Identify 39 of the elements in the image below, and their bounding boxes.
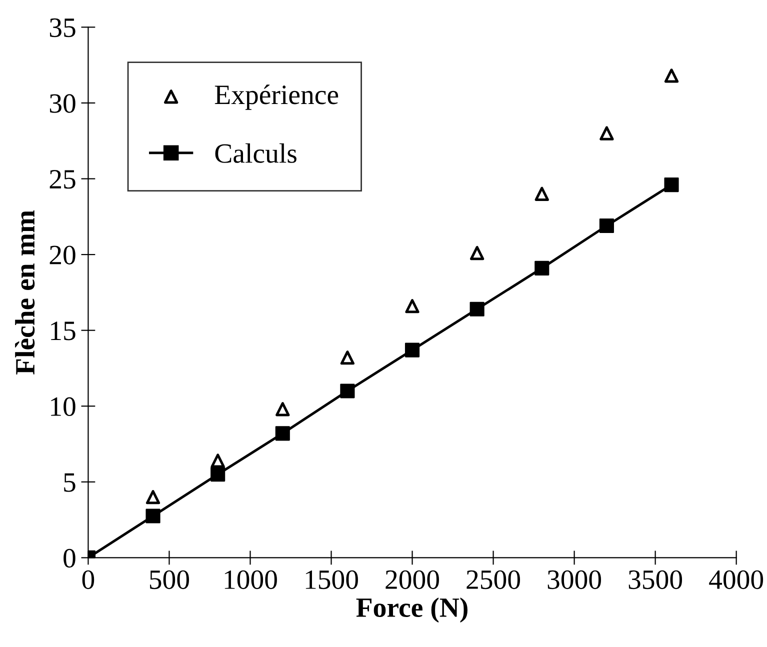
y-tick-label: 35 xyxy=(50,18,76,38)
x-tick-label: 2000 xyxy=(386,570,439,590)
y-tick-label: 15 xyxy=(51,322,76,340)
x-tick-label: 0 xyxy=(82,570,94,590)
point xyxy=(404,342,420,358)
point xyxy=(664,68,679,83)
point xyxy=(534,260,550,276)
x-axis-title: Force (N) xyxy=(356,597,468,623)
point xyxy=(146,490,160,504)
point xyxy=(210,467,226,482)
y-tick-label: 10 xyxy=(51,397,76,416)
point xyxy=(276,402,290,416)
point xyxy=(275,426,290,441)
y-tick-label: 30 xyxy=(50,94,76,113)
point xyxy=(405,299,420,314)
point xyxy=(210,454,225,468)
point xyxy=(470,302,484,316)
x-tick-label: 4000 xyxy=(709,570,764,590)
point xyxy=(534,186,549,201)
y-axis-title: Flèche en mm xyxy=(15,210,35,375)
x-tick-label: 1000 xyxy=(224,570,277,590)
y-tick-label: 25 xyxy=(50,170,76,189)
point xyxy=(146,508,160,524)
point xyxy=(664,178,679,192)
x-tick-label: 3500 xyxy=(628,570,682,590)
legend-label: Calculs xyxy=(215,143,296,163)
x-tick-label: 2500 xyxy=(466,570,520,590)
y-tick-label: 5 xyxy=(64,473,76,492)
point xyxy=(470,246,484,260)
point xyxy=(340,350,355,365)
x-tick-label: 3000 xyxy=(548,570,602,590)
point xyxy=(600,126,614,140)
point xyxy=(599,218,614,234)
legend-label: Expérience xyxy=(214,84,338,110)
x-tick-label: 1500 xyxy=(306,570,358,590)
y-tick-label: 20 xyxy=(50,246,76,264)
y-tick-label: 0 xyxy=(64,548,76,568)
point xyxy=(340,384,355,398)
x-tick-label: 500 xyxy=(150,570,189,590)
